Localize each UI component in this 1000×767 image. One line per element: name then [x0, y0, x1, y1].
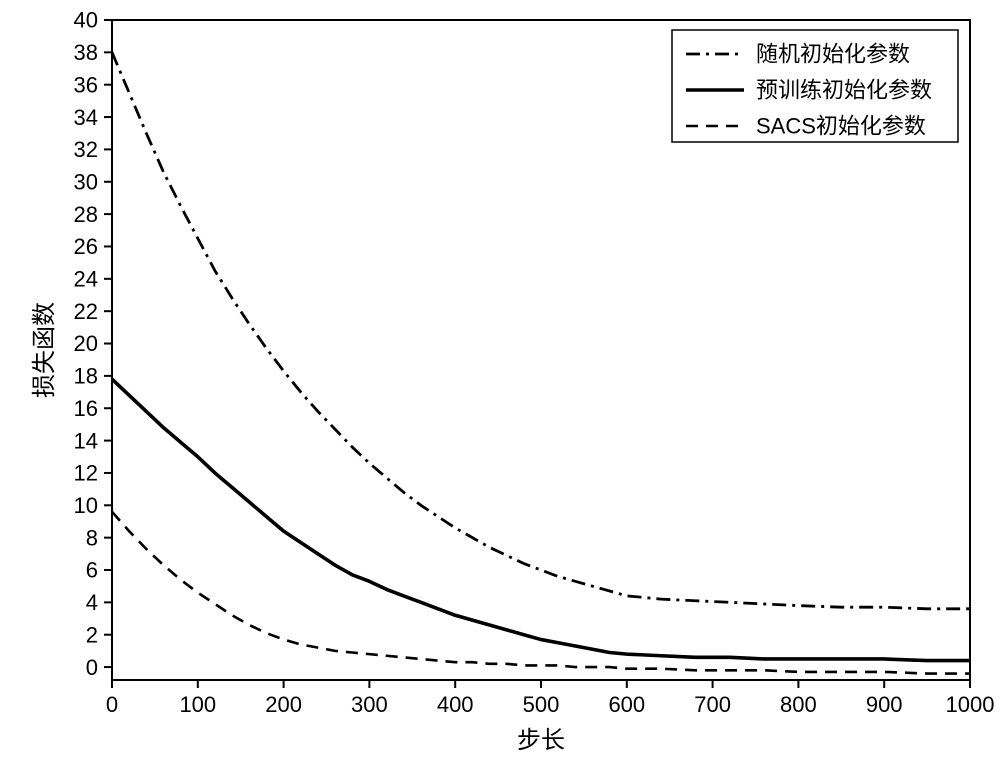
y-tick-label: 22 — [74, 299, 98, 324]
y-tick-label: 20 — [74, 331, 98, 356]
y-axis-label: 损失函数 — [31, 302, 58, 398]
y-tick-label: 32 — [74, 137, 98, 162]
y-tick-label: 34 — [74, 105, 98, 130]
x-tick-label: 600 — [608, 692, 645, 717]
y-tick-label: 38 — [74, 40, 98, 65]
x-tick-label: 1000 — [946, 692, 995, 717]
y-tick-label: 10 — [74, 493, 98, 518]
x-tick-label: 200 — [265, 692, 302, 717]
x-tick-label: 100 — [179, 692, 216, 717]
y-tick-label: 12 — [74, 461, 98, 486]
y-tick-label: 16 — [74, 396, 98, 421]
y-tick-label: 8 — [86, 525, 98, 550]
y-tick-label: 18 — [74, 364, 98, 389]
y-tick-label: 40 — [74, 8, 98, 33]
legend-label-1: 预训练初始化参数 — [756, 78, 932, 103]
loss-chart: 01002003004005006007008009001000步长024681… — [0, 0, 1000, 767]
y-tick-label: 14 — [74, 428, 98, 453]
y-tick-label: 30 — [74, 169, 98, 194]
x-tick-label: 900 — [866, 692, 903, 717]
x-tick-label: 0 — [106, 692, 118, 717]
y-tick-label: 36 — [74, 72, 98, 97]
chart-svg: 01002003004005006007008009001000步长024681… — [0, 0, 1000, 767]
y-tick-label: 26 — [74, 234, 98, 259]
y-tick-label: 24 — [74, 267, 98, 292]
x-tick-label: 300 — [351, 692, 388, 717]
x-tick-label: 800 — [780, 692, 817, 717]
legend-label-0: 随机初始化参数 — [756, 42, 910, 67]
y-tick-label: 28 — [74, 202, 98, 227]
y-tick-label: 2 — [86, 622, 98, 647]
x-tick-label: 700 — [694, 692, 731, 717]
y-tick-label: 4 — [86, 590, 98, 615]
y-tick-label: 6 — [86, 558, 98, 583]
y-tick-label: 0 — [86, 655, 98, 680]
x-tick-label: 400 — [437, 692, 474, 717]
x-axis-label: 步长 — [517, 727, 565, 754]
x-tick-label: 500 — [523, 692, 560, 717]
legend-label-2: SACS初始化参数 — [756, 114, 926, 139]
